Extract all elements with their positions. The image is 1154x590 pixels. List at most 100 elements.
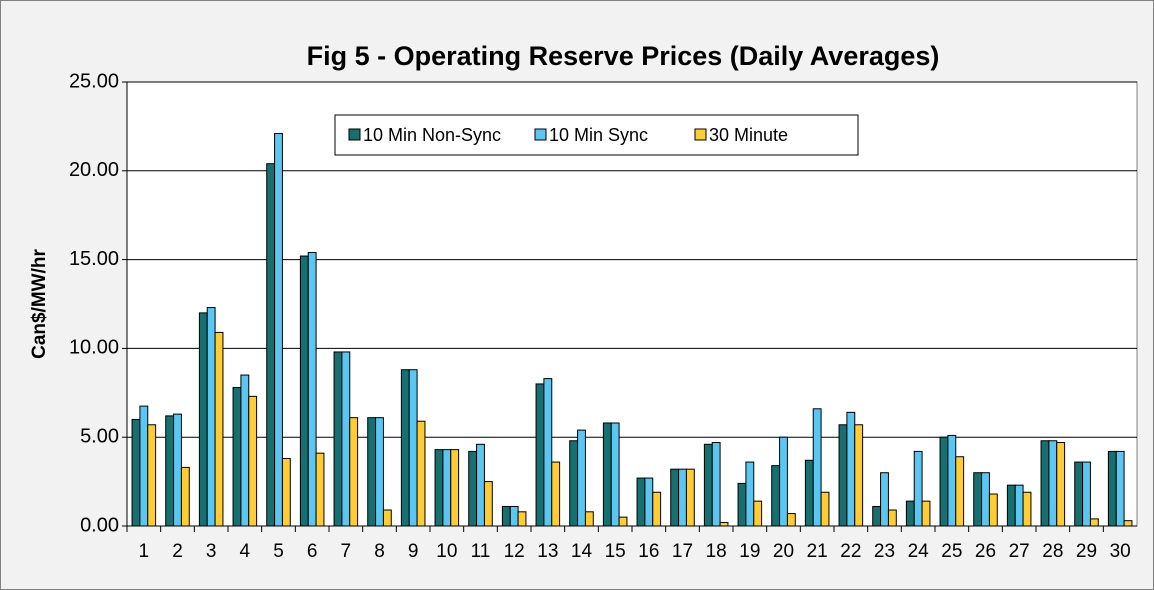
bar bbox=[382, 509, 392, 527]
bar bbox=[812, 408, 822, 527]
bar bbox=[248, 395, 258, 527]
x-tick-label: 21 bbox=[807, 541, 828, 562]
bar bbox=[349, 417, 359, 527]
bar bbox=[838, 424, 848, 527]
bar bbox=[703, 443, 713, 527]
bar bbox=[307, 251, 317, 527]
legend-swatch bbox=[348, 128, 361, 141]
x-tick-label: 27 bbox=[1009, 541, 1030, 562]
x-tick-label: 1 bbox=[139, 541, 150, 562]
bar bbox=[1014, 484, 1024, 527]
bar bbox=[214, 331, 224, 527]
bar bbox=[913, 450, 923, 527]
bar bbox=[872, 505, 882, 527]
bar bbox=[610, 422, 620, 527]
bar bbox=[341, 351, 351, 527]
bar bbox=[551, 461, 561, 527]
bar bbox=[139, 405, 149, 527]
x-tick-label: 24 bbox=[908, 541, 930, 562]
bar bbox=[584, 511, 594, 527]
x-tick-label: 9 bbox=[408, 541, 419, 562]
x-tick-label: 17 bbox=[672, 541, 693, 562]
bar bbox=[509, 505, 519, 527]
bar bbox=[468, 450, 478, 527]
bar bbox=[299, 255, 309, 527]
y-axis-label: Can$/MW/hr bbox=[29, 249, 50, 359]
x-tick-label: 12 bbox=[504, 541, 525, 562]
bar bbox=[887, 509, 897, 527]
bar bbox=[1082, 461, 1091, 527]
bar bbox=[375, 417, 384, 527]
bar bbox=[602, 422, 612, 527]
bar bbox=[173, 413, 182, 527]
x-tick-label: 13 bbox=[537, 541, 558, 562]
bar bbox=[517, 511, 527, 527]
bar bbox=[981, 472, 990, 527]
x-tick-label: 26 bbox=[975, 541, 996, 562]
bar bbox=[367, 417, 377, 527]
x-tick-label: 8 bbox=[374, 541, 385, 562]
y-tick-label: 25.00 bbox=[69, 70, 119, 92]
bar bbox=[921, 500, 931, 527]
bar bbox=[947, 434, 957, 527]
y-tick-label: 5.00 bbox=[80, 425, 119, 447]
bar bbox=[1006, 484, 1016, 527]
bar bbox=[618, 516, 628, 527]
bar bbox=[450, 449, 460, 527]
bar bbox=[719, 521, 729, 527]
bar bbox=[501, 505, 511, 527]
bar bbox=[543, 378, 553, 527]
x-tick-label: 7 bbox=[341, 541, 352, 562]
bar bbox=[198, 312, 208, 527]
bar bbox=[644, 477, 654, 527]
y-tick-label: 0.00 bbox=[80, 514, 119, 536]
x-tick-label: 14 bbox=[571, 541, 593, 562]
x-tick-label: 25 bbox=[941, 541, 962, 562]
legend-box bbox=[334, 114, 859, 156]
chart-title: Fig 5 - Operating Reserve Prices (Daily … bbox=[307, 41, 940, 71]
x-tick-label: 29 bbox=[1076, 541, 1097, 562]
bar bbox=[416, 420, 426, 527]
bar bbox=[745, 461, 755, 527]
x-tick-label: 2 bbox=[172, 541, 183, 562]
bar bbox=[678, 468, 687, 527]
bar bbox=[905, 500, 915, 527]
y-tick-label: 20.00 bbox=[69, 159, 119, 181]
bar bbox=[1022, 491, 1032, 527]
bar bbox=[232, 386, 242, 527]
legend-swatch bbox=[534, 128, 547, 141]
y-tick-label: 15.00 bbox=[69, 248, 119, 270]
bar bbox=[180, 466, 190, 527]
bar bbox=[315, 452, 325, 527]
bar bbox=[274, 133, 283, 527]
x-tick-label: 6 bbox=[307, 541, 318, 562]
bar bbox=[636, 477, 646, 527]
bar bbox=[1089, 518, 1099, 527]
bar bbox=[266, 163, 276, 527]
bar bbox=[147, 424, 157, 527]
x-tick-label: 30 bbox=[1110, 541, 1131, 562]
bar bbox=[685, 468, 695, 527]
bar bbox=[973, 472, 983, 527]
bar bbox=[779, 436, 788, 527]
bar bbox=[131, 418, 141, 527]
x-tick-label: 19 bbox=[739, 541, 760, 562]
bar bbox=[442, 449, 452, 527]
x-tick-label: 11 bbox=[471, 541, 491, 562]
legend-swatch bbox=[694, 128, 707, 141]
bar bbox=[408, 369, 418, 527]
bar bbox=[483, 481, 493, 527]
bar bbox=[711, 442, 721, 527]
bar bbox=[577, 429, 586, 527]
bar bbox=[854, 424, 864, 527]
bar bbox=[880, 472, 889, 527]
bar bbox=[240, 374, 250, 527]
bar bbox=[165, 415, 175, 527]
x-tick-label: 15 bbox=[605, 541, 626, 562]
bar bbox=[206, 307, 216, 527]
x-tick-label: 22 bbox=[840, 541, 861, 562]
bar bbox=[333, 351, 343, 527]
y-tick-label: 10.00 bbox=[69, 337, 119, 359]
x-tick-label: 23 bbox=[874, 541, 895, 562]
